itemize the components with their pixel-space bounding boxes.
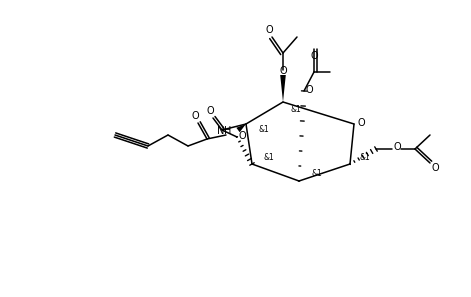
Text: O: O [305,85,313,95]
Text: O: O [310,51,318,61]
Text: N: N [217,126,225,136]
Text: O: O [206,106,214,116]
Text: O: O [431,163,439,173]
Text: &1: &1 [264,152,275,162]
Polygon shape [280,75,286,102]
Text: O: O [393,142,401,152]
Text: O: O [191,111,199,121]
Text: O: O [238,131,246,141]
Text: H: H [224,126,232,136]
Text: &1: &1 [312,170,322,178]
Text: O: O [265,25,273,35]
Text: O: O [357,118,365,128]
Text: O: O [279,66,287,76]
Text: &1: &1 [360,152,370,162]
Text: &1: &1 [291,105,301,113]
Polygon shape [236,124,246,132]
Text: &1: &1 [259,124,269,133]
